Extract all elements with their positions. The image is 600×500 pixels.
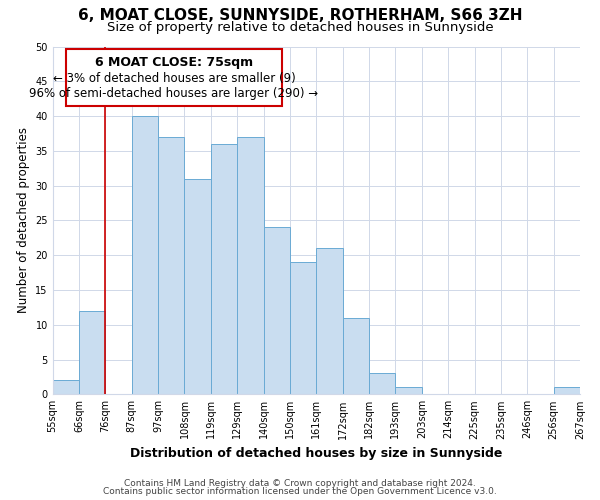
Bar bbox=[343, 318, 369, 394]
Text: Contains HM Land Registry data © Crown copyright and database right 2024.: Contains HM Land Registry data © Crown c… bbox=[124, 478, 476, 488]
Text: 6, MOAT CLOSE, SUNNYSIDE, ROTHERHAM, S66 3ZH: 6, MOAT CLOSE, SUNNYSIDE, ROTHERHAM, S66… bbox=[78, 8, 522, 22]
Text: 6 MOAT CLOSE: 75sqm: 6 MOAT CLOSE: 75sqm bbox=[95, 56, 253, 70]
Bar bbox=[554, 388, 580, 394]
Bar bbox=[132, 116, 158, 394]
Bar bbox=[369, 374, 395, 394]
Bar bbox=[395, 388, 422, 394]
Bar bbox=[79, 311, 106, 394]
Bar bbox=[184, 178, 211, 394]
FancyBboxPatch shape bbox=[66, 48, 282, 106]
Bar bbox=[263, 228, 290, 394]
Bar bbox=[53, 380, 79, 394]
Text: 96% of semi-detached houses are larger (290) →: 96% of semi-detached houses are larger (… bbox=[29, 86, 319, 100]
Bar bbox=[211, 144, 237, 395]
Bar bbox=[290, 262, 316, 394]
Bar bbox=[237, 137, 263, 394]
Text: Contains public sector information licensed under the Open Government Licence v3: Contains public sector information licen… bbox=[103, 488, 497, 496]
Y-axis label: Number of detached properties: Number of detached properties bbox=[17, 128, 29, 314]
X-axis label: Distribution of detached houses by size in Sunnyside: Distribution of detached houses by size … bbox=[130, 447, 502, 460]
Bar bbox=[316, 248, 343, 394]
Text: Size of property relative to detached houses in Sunnyside: Size of property relative to detached ho… bbox=[107, 21, 493, 34]
Text: ← 3% of detached houses are smaller (9): ← 3% of detached houses are smaller (9) bbox=[53, 72, 295, 85]
Bar bbox=[158, 137, 184, 394]
